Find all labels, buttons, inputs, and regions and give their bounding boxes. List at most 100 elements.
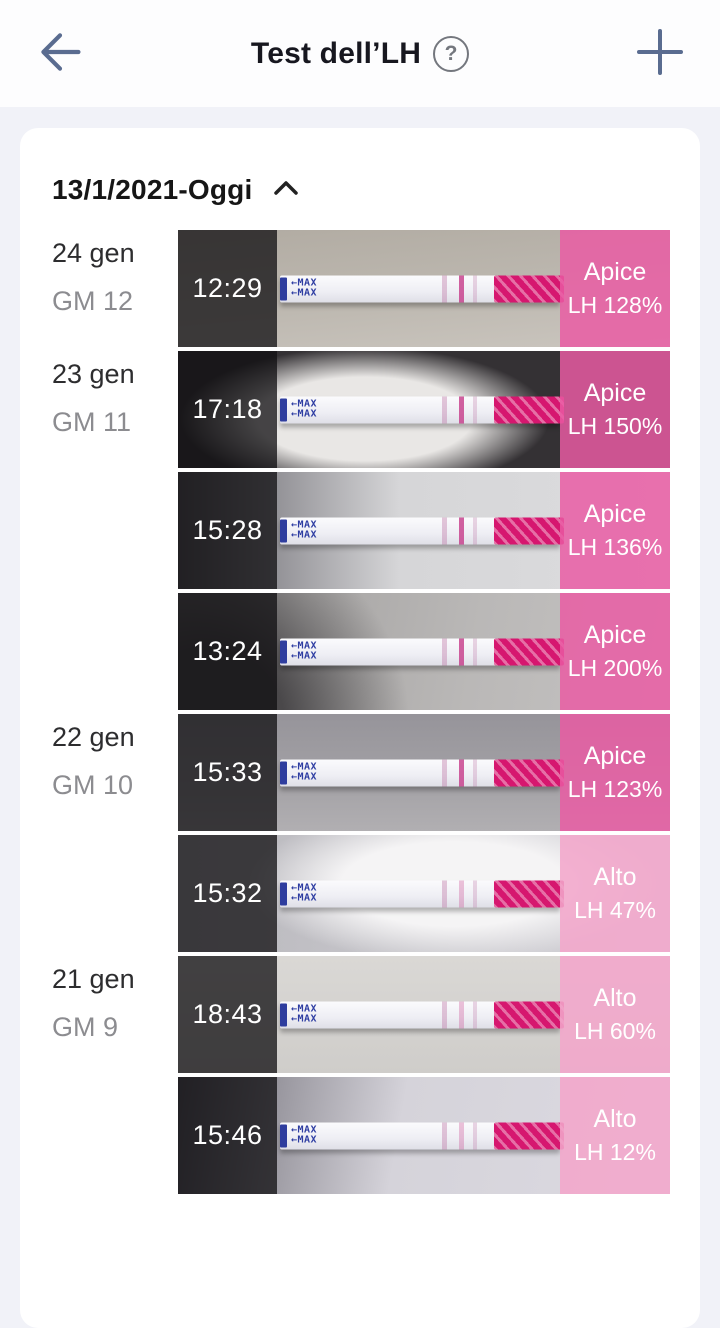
test-line <box>442 638 448 665</box>
strip-blue-cap <box>280 761 287 784</box>
time-label: 15:33 <box>192 757 263 787</box>
test-strip: ←MAX ←MAX <box>280 1122 564 1149</box>
app-bar: Test dell’LH ? <box>0 0 720 107</box>
test-row[interactable]: 21 gen GM 9 ←MAX ←MAX 18:43 Alto LH 60% <box>20 956 700 1073</box>
date-cell <box>20 593 178 710</box>
date-label: 21 gen <box>52 964 135 994</box>
strip-max-text: ←MAX ←MAX <box>291 761 318 783</box>
test-strip: ←MAX ←MAX <box>280 759 564 786</box>
result-badge: Apice LH 123% <box>560 714 670 831</box>
strip-handle <box>494 638 564 665</box>
test-row[interactable]: 23 gen GM 11 ←MAX ←MAX 17:18 Apice LH 15… <box>20 351 700 468</box>
test-line <box>442 517 448 544</box>
strip-max-text: ←MAX ←MAX <box>291 277 318 299</box>
strip-blue-cap <box>280 1124 287 1147</box>
test-line <box>442 1122 448 1149</box>
test-row[interactable]: 24 gen GM 12 ←MAX ←MAX 12:29 Apice LH 12… <box>20 230 700 347</box>
test-row[interactable]: ←MAX ←MAX 15:28 Apice LH 136% <box>20 472 700 589</box>
test-strip: ←MAX ←MAX <box>280 880 564 907</box>
test-line <box>442 1001 448 1028</box>
test-photo[interactable]: ←MAX ←MAX 18:43 Alto LH 60% <box>178 956 670 1073</box>
test-row[interactable]: ←MAX ←MAX 13:24 Apice LH 200% <box>20 593 700 710</box>
cycle-day-label: GM 12 <box>52 286 134 316</box>
strip-blue-cap <box>280 277 287 300</box>
test-photo[interactable]: ←MAX ←MAX 15:32 Alto LH 47% <box>178 835 670 952</box>
result-status: Apice <box>583 742 647 770</box>
chevron-up-icon <box>272 179 300 202</box>
help-icon[interactable]: ? <box>433 35 470 72</box>
date-cell <box>20 1077 178 1194</box>
test-line <box>442 396 448 423</box>
strip-handle <box>494 1122 564 1149</box>
date-cell: 21 gen GM 9 <box>20 956 178 1073</box>
test-strip: ←MAX ←MAX <box>280 275 564 302</box>
test-row[interactable]: ←MAX ←MAX 15:32 Alto LH 47% <box>20 835 700 952</box>
date-label: 24 gen <box>52 238 135 268</box>
result-badge: Apice LH 136% <box>560 472 670 589</box>
result-lh-percent: LH 60% <box>574 1018 656 1044</box>
test-row[interactable]: ←MAX ←MAX 15:46 Alto LH 12% <box>20 1077 700 1194</box>
faint-line <box>473 275 478 302</box>
test-photo[interactable]: ←MAX ←MAX 15:28 Apice LH 136% <box>178 472 670 589</box>
test-line <box>442 759 448 786</box>
time-label: 15:46 <box>192 1120 263 1150</box>
strip-max-text: ←MAX ←MAX <box>291 398 318 420</box>
control-line <box>459 759 465 786</box>
strip-handle <box>494 880 564 907</box>
cycle-day-label: GM 11 <box>52 407 132 437</box>
test-strip: ←MAX ←MAX <box>280 1001 564 1028</box>
result-badge: Apice LH 128% <box>560 230 670 347</box>
page-title: Test dell’LH <box>250 36 422 70</box>
control-line <box>459 1122 465 1149</box>
date-cell: 24 gen GM 12 <box>20 230 178 347</box>
control-line <box>459 1001 465 1028</box>
time-overlay: 15:32 <box>178 835 277 952</box>
result-badge: Alto LH 12% <box>560 1077 670 1194</box>
strip-blue-cap <box>280 1003 287 1026</box>
date-cell: 22 gen GM 10 <box>20 714 178 831</box>
result-lh-percent: LH 47% <box>574 897 656 923</box>
time-overlay: 18:43 <box>178 956 277 1073</box>
test-photo[interactable]: ←MAX ←MAX 17:18 Apice LH 150% <box>178 351 670 468</box>
control-line <box>459 396 465 423</box>
strip-max-text: ←MAX ←MAX <box>291 1003 318 1025</box>
strip-handle <box>494 759 564 786</box>
test-line <box>442 275 448 302</box>
result-lh-percent: LH 200% <box>567 655 663 681</box>
time-overlay: 17:18 <box>178 351 277 468</box>
time-label: 15:32 <box>192 878 263 908</box>
test-row[interactable]: 22 gen GM 10 ←MAX ←MAX 15:33 Apice LH 12… <box>20 714 700 831</box>
time-overlay: 15:33 <box>178 714 277 831</box>
cycle-day-label: GM 10 <box>52 770 134 800</box>
date-cell <box>20 472 178 589</box>
result-badge: Apice LH 150% <box>560 351 670 468</box>
strip-max-text: ←MAX ←MAX <box>291 519 318 541</box>
strip-blue-cap <box>280 519 287 542</box>
faint-line <box>473 638 478 665</box>
strip-blue-cap <box>280 398 287 421</box>
test-photo[interactable]: ←MAX ←MAX 13:24 Apice LH 200% <box>178 593 670 710</box>
time-label: 12:29 <box>192 273 263 303</box>
date-range-label: 13/1/2021-Oggi <box>52 174 253 205</box>
faint-line <box>473 759 478 786</box>
faint-line <box>473 1122 478 1149</box>
cycle-day-label: GM 9 <box>52 1012 119 1042</box>
date-label: 22 gen <box>52 722 135 752</box>
time-overlay: 13:24 <box>178 593 277 710</box>
strip-handle <box>494 396 564 423</box>
date-group-header[interactable]: 13/1/2021-Oggi <box>20 128 700 230</box>
result-lh-percent: LH 128% <box>567 292 663 318</box>
date-cell <box>20 835 178 952</box>
faint-line <box>473 1001 478 1028</box>
add-test-button[interactable] <box>636 28 684 79</box>
test-photo[interactable]: ←MAX ←MAX 15:33 Apice LH 123% <box>178 714 670 831</box>
back-button[interactable] <box>36 28 84 79</box>
test-photo[interactable]: ←MAX ←MAX 15:46 Alto LH 12% <box>178 1077 670 1194</box>
result-lh-percent: LH 150% <box>567 413 663 439</box>
date-cell: 23 gen GM 11 <box>20 351 178 468</box>
date-label: 23 gen <box>52 359 135 389</box>
result-badge: Alto LH 60% <box>560 956 670 1073</box>
strip-blue-cap <box>280 882 287 905</box>
test-photo[interactable]: ←MAX ←MAX 12:29 Apice LH 128% <box>178 230 670 347</box>
result-lh-percent: LH 136% <box>567 534 663 560</box>
